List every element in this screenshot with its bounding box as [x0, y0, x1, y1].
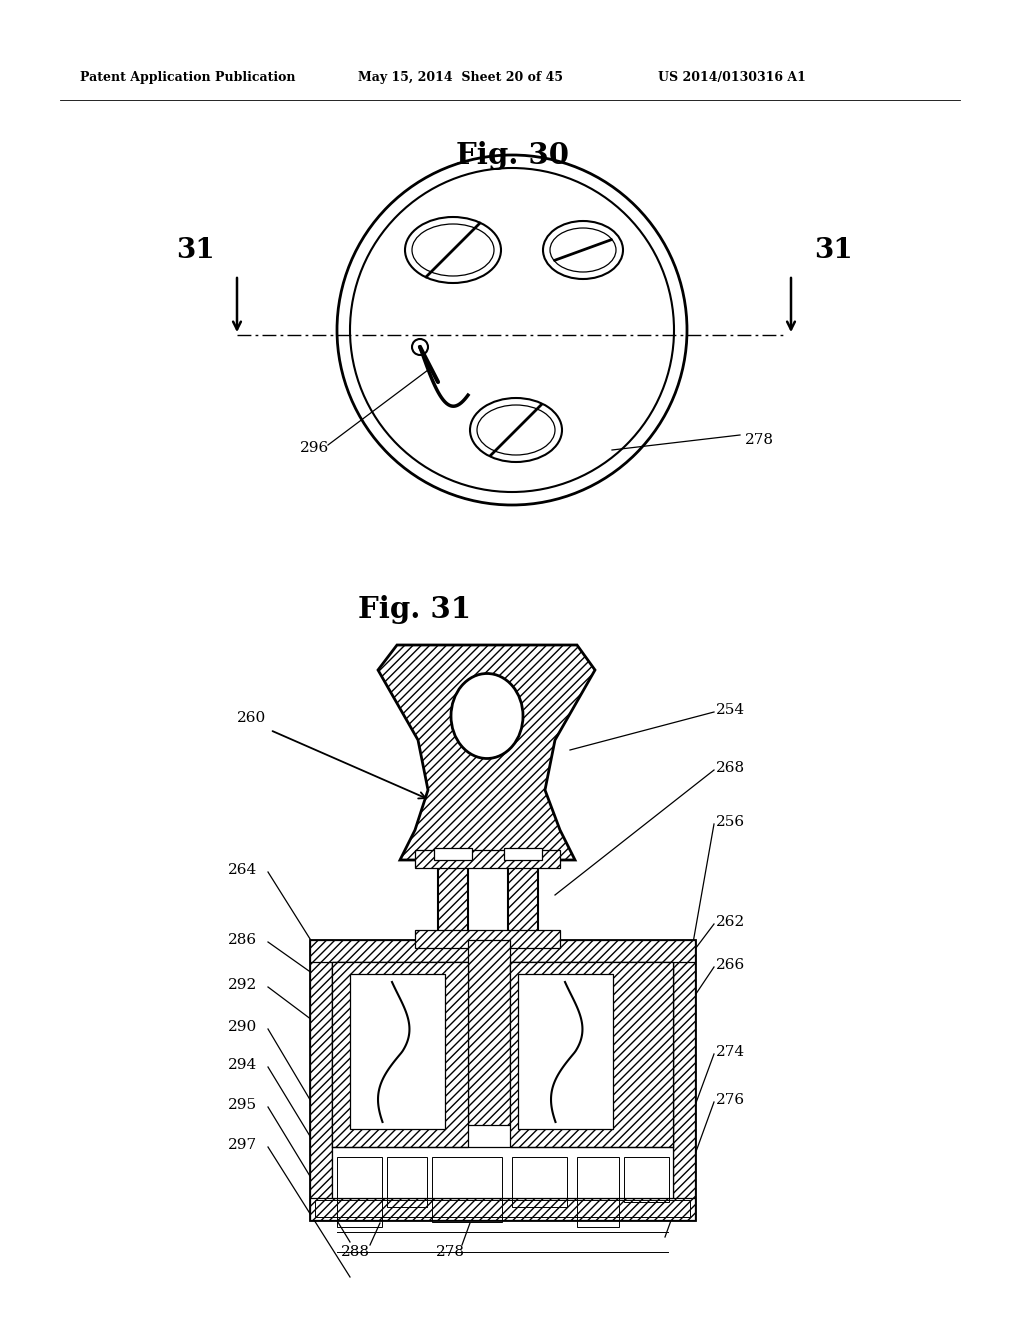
Bar [350, 974, 445, 1129]
Circle shape [412, 339, 428, 355]
Bar [315, 1200, 690, 1217]
Text: 278: 278 [435, 1245, 465, 1259]
Bar [415, 931, 560, 948]
Bar [415, 850, 560, 869]
Text: 31: 31 [814, 236, 852, 264]
Text: 268: 268 [716, 762, 745, 775]
Text: 264: 264 [228, 863, 257, 876]
Text: 286: 286 [228, 933, 257, 946]
Text: 276: 276 [716, 1093, 745, 1107]
Text: 260: 260 [237, 711, 266, 725]
Bar [577, 1158, 618, 1228]
Bar [510, 962, 673, 1147]
Bar [468, 940, 510, 1125]
Text: US 2014/0130316 A1: US 2014/0130316 A1 [658, 71, 806, 84]
Text: 288: 288 [341, 1245, 370, 1259]
Text: Fig. 30: Fig. 30 [456, 140, 568, 169]
Bar [310, 940, 332, 1220]
Ellipse shape [451, 673, 523, 759]
Text: 31: 31 [176, 236, 214, 264]
Text: Patent Application Publication: Patent Application Publication [80, 71, 296, 84]
Bar [387, 1158, 427, 1206]
Bar [332, 962, 673, 1199]
Bar [512, 1158, 567, 1206]
Bar [310, 940, 695, 1220]
Text: 297: 297 [228, 1138, 257, 1152]
Text: 278: 278 [745, 433, 774, 447]
Text: 294: 294 [228, 1059, 257, 1072]
Ellipse shape [470, 399, 562, 462]
Bar [310, 940, 695, 962]
Text: 262: 262 [716, 915, 745, 929]
Text: Fig. 31: Fig. 31 [358, 595, 471, 624]
Bar [518, 974, 613, 1129]
Text: 295: 295 [228, 1098, 257, 1111]
Text: 290: 290 [228, 1020, 257, 1034]
Text: May 15, 2014  Sheet 20 of 45: May 15, 2014 Sheet 20 of 45 [358, 71, 563, 84]
Text: 254: 254 [716, 704, 745, 717]
Text: 274: 274 [716, 1045, 745, 1059]
Text: 296: 296 [300, 441, 330, 455]
Bar [504, 847, 542, 861]
Bar [332, 962, 468, 1147]
Bar [434, 847, 472, 861]
Bar [624, 1158, 669, 1203]
Text: 266: 266 [716, 958, 745, 972]
Bar [337, 1158, 382, 1228]
Bar [508, 861, 538, 933]
Polygon shape [378, 645, 595, 861]
Ellipse shape [543, 220, 623, 279]
Ellipse shape [406, 216, 501, 282]
Text: 292: 292 [228, 978, 257, 993]
Bar [673, 940, 695, 1220]
Bar [432, 1158, 502, 1222]
Bar [310, 1199, 695, 1220]
Text: 256: 256 [716, 814, 745, 829]
Bar [438, 861, 468, 933]
